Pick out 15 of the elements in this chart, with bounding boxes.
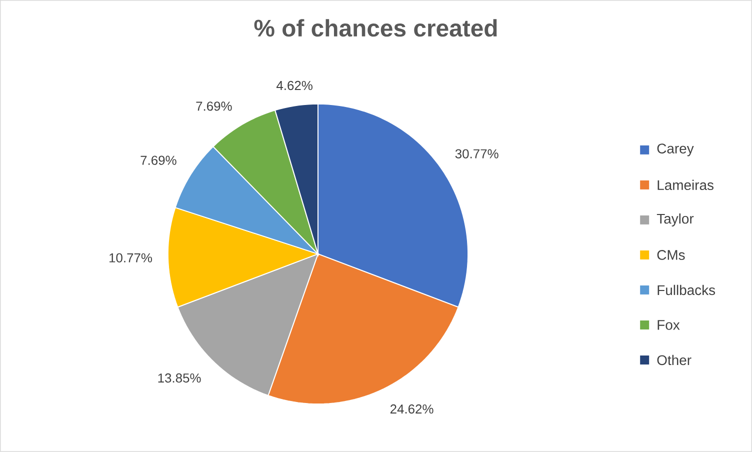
data-label: 24.62% <box>390 404 434 414</box>
data-label: 7.69% <box>140 156 176 165</box>
legend-label: Lameiras <box>658 180 714 190</box>
legend-label: Other <box>657 354 692 366</box>
legend-label: Fullbacks <box>658 284 716 296</box>
data-label: 13.85% <box>158 373 201 383</box>
data-label: 30.77% <box>455 149 498 158</box>
data-label: 7.69% <box>196 102 232 111</box>
data-label: 10.77% <box>110 253 152 262</box>
legend-label: Carey <box>657 144 694 156</box>
data-label: 4.62% <box>276 80 312 90</box>
chart-title: % of chances created <box>254 19 497 37</box>
legend-label: CMs <box>657 250 685 260</box>
legend-label: Taylor <box>656 213 694 226</box>
legend-label: Fox <box>658 320 680 330</box>
